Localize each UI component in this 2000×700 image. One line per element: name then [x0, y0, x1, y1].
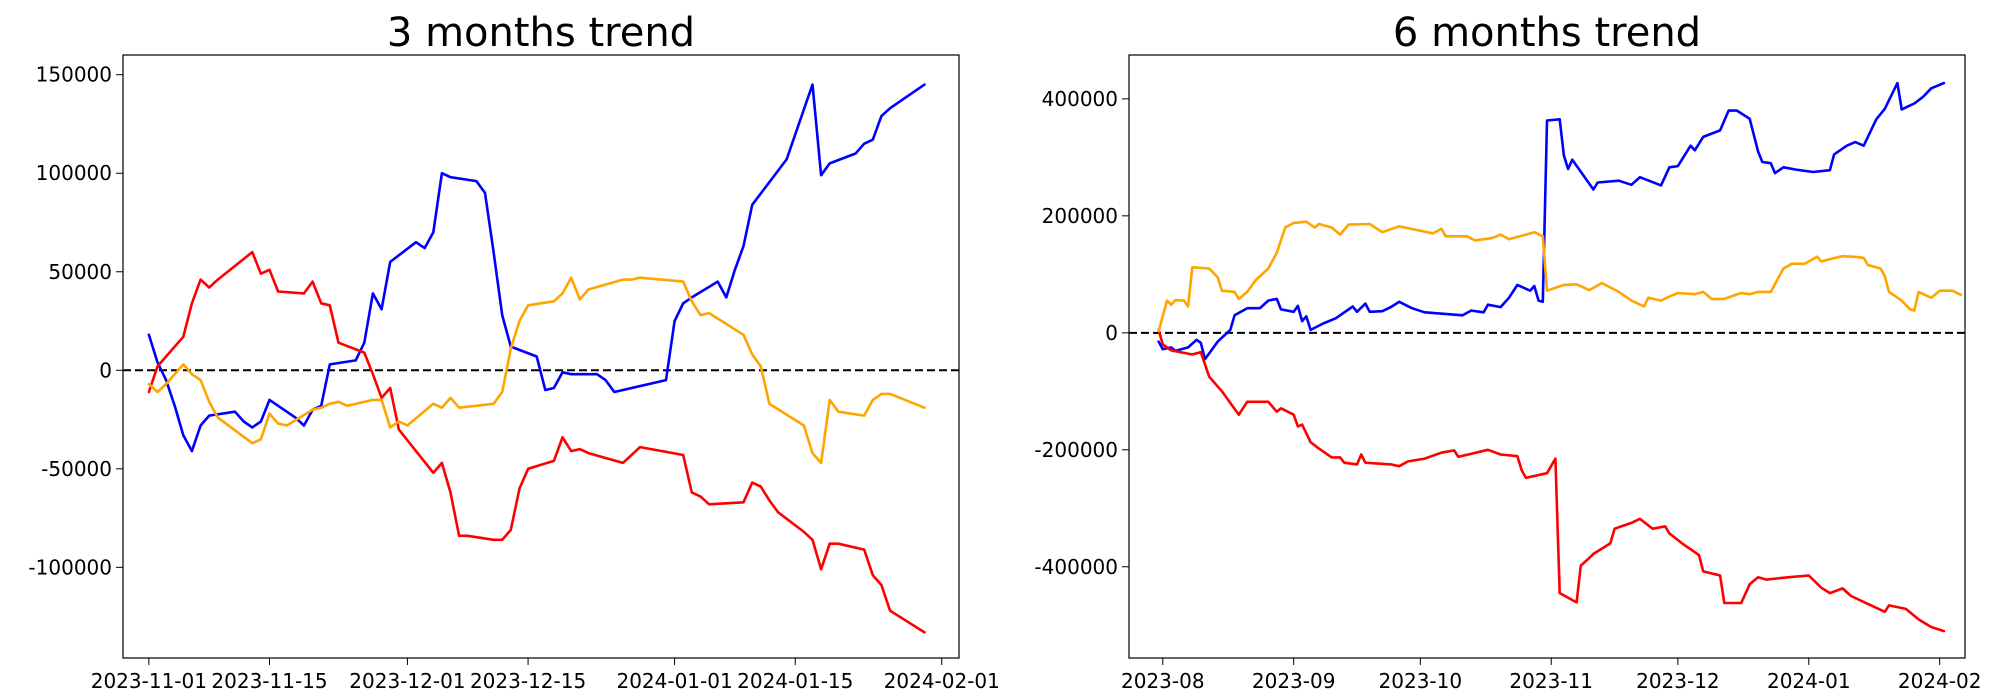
x-tick-label: 2023-12	[1636, 669, 1720, 693]
x-tick-label: 2023-12-01	[349, 669, 465, 693]
x-tick-label: 2024-01	[1767, 669, 1851, 693]
x-tick-label: 2023-08	[1121, 669, 1205, 693]
series-line	[147, 276, 926, 465]
chart-title: 3 months trend	[387, 10, 695, 56]
x-tick-label: 2023-10	[1379, 669, 1463, 693]
y-tick-label: 100000	[36, 161, 112, 185]
x-tick-label: 2024-01-01	[616, 669, 732, 693]
chart-marks: -400000 -200000 0 200000 400000 2023-08 2023-0…	[1034, 81, 1982, 693]
y-tick-label: 0	[1105, 321, 1118, 345]
chart-6-months: 6 months trend -400000 -200000 0 200000 4000…	[1034, 10, 1981, 693]
plot-frame	[1128, 54, 1966, 659]
x-tick-label: 2023-09	[1252, 669, 1336, 693]
series-line	[1157, 220, 1963, 333]
series-line	[147, 83, 926, 453]
chart-marks: -100000 -50000 0 50000 100000 150000 2023-11-0…	[28, 63, 999, 693]
plot-frame	[122, 54, 960, 659]
chart-title: 6 months trend	[1393, 10, 1701, 56]
y-tick-label: -200000	[1034, 438, 1118, 462]
x-tick-label: 2023-12-15	[470, 669, 586, 693]
series-line	[147, 250, 926, 634]
x-tick-label: 2024-02-01	[884, 669, 1000, 693]
x-tick-label: 2024-01-15	[737, 669, 853, 693]
y-tick-label: -400000	[1034, 555, 1118, 579]
y-tick-label: -100000	[28, 555, 112, 579]
series-line	[1157, 328, 1946, 633]
y-tick-label: 200000	[1042, 204, 1118, 228]
x-tick-label: 2023-11-15	[211, 669, 327, 693]
y-tick-label: 400000	[1042, 87, 1118, 111]
x-tick-label: 2023-11-01	[91, 669, 207, 693]
y-tick-label: 50000	[48, 260, 112, 284]
y-tick-label: 150000	[36, 63, 112, 87]
x-tick-label: 2023-11	[1509, 669, 1593, 693]
x-tick-label: 2024-02	[1898, 669, 1982, 693]
series-line	[1157, 81, 1946, 361]
y-tick-label: -50000	[41, 457, 112, 481]
y-tick-label: 0	[99, 358, 112, 382]
chart-3-months: 3 months trend -100000 -50000 0 50000 100000…	[28, 10, 999, 693]
